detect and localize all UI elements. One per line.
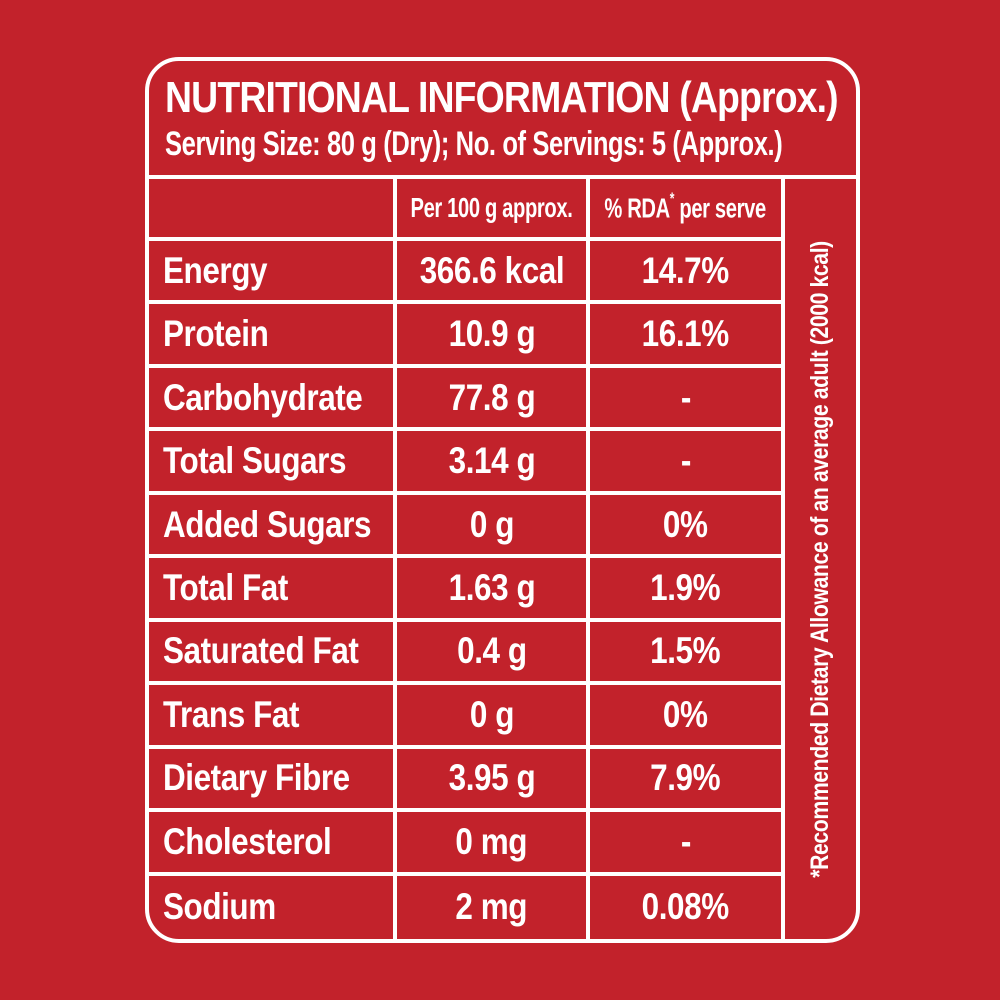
serving-info: Serving Size: 80 g (Dry); No. of Serving… — [165, 125, 856, 164]
table-row-carbohydrate-label: Carbohydrate — [149, 367, 397, 432]
table-row-carbohydrate-rda: - — [590, 367, 785, 432]
table-row-dietary-fibre-per100g: 3.95 g — [397, 748, 590, 813]
table-row-saturated-fat-label: Saturated Fat — [149, 621, 397, 686]
table-row-sodium-per100g: 2 mg — [397, 875, 590, 939]
serving-info-text: Serving Size: 80 g (Dry); No. of Serving… — [165, 124, 783, 163]
table-row-total-fat-per100g: 1.63 g — [397, 558, 590, 622]
table-row-protein-rda: 16.1% — [590, 304, 785, 368]
table-row-sodium-label: Sodium — [149, 875, 397, 939]
rda-footnote-vertical-text: *Recommended Dietary Allowance of an ave… — [806, 240, 834, 878]
table-row-protein-per100g: 10.9 g — [397, 304, 590, 368]
table-row-total-fat-label: Total Fat — [149, 558, 397, 622]
table-row-cholesterol-per100g: 0 mg — [397, 812, 590, 876]
table-row-total-sugars-rda: - — [590, 431, 785, 495]
table-row-cholesterol-rda: - — [590, 812, 785, 876]
table-row-added-sugars-rda: 0% — [590, 494, 785, 559]
table-row-trans-fat-rda: 0% — [590, 685, 785, 749]
table-row-protein-label: Protein — [149, 304, 397, 368]
table-row-trans-fat-per100g: 0 g — [397, 685, 590, 749]
column-header-nutrient-blank — [149, 179, 397, 241]
panel-title-text: NUTRITIONAL INFORMATION (Approx.) — [165, 72, 839, 122]
table-row-sodium-rda: 0.08% — [590, 875, 785, 939]
table-row-dietary-fibre-label: Dietary Fibre — [149, 748, 397, 813]
panel-header: NUTRITIONAL INFORMATION (Approx.) Servin… — [149, 61, 856, 179]
nutrition-table: Per 100 g approx. % RDA* per serve *Reco… — [149, 179, 856, 939]
table-row-total-sugars-per100g: 3.14 g — [397, 431, 590, 495]
table-row-added-sugars-per100g: 0 g — [397, 494, 590, 559]
table-row-carbohydrate-per100g: 77.8 g — [397, 367, 590, 432]
table-row-saturated-fat-rda: 1.5% — [590, 621, 785, 686]
rda-footnote-cell: *Recommended Dietary Allowance of an ave… — [785, 179, 856, 939]
column-header-per-100g: Per 100 g approx. — [397, 179, 590, 241]
table-row-added-sugars-label: Added Sugars — [149, 494, 397, 559]
table-row-cholesterol-label: Cholesterol — [149, 812, 397, 876]
table-row-total-fat-rda: 1.9% — [590, 558, 785, 622]
panel-title: NUTRITIONAL INFORMATION (Approx.) — [165, 73, 856, 123]
table-row-energy-label: Energy — [149, 241, 397, 305]
table-row-trans-fat-label: Trans Fat — [149, 685, 397, 749]
table-row-energy-per100g: 366.6 kcal — [397, 241, 590, 305]
column-header-rda: % RDA* per serve — [590, 179, 785, 241]
table-row-energy-rda: 14.7% — [590, 241, 785, 305]
nutrition-label-panel: NUTRITIONAL INFORMATION (Approx.) Servin… — [145, 57, 860, 943]
table-row-dietary-fibre-rda: 7.9% — [590, 748, 785, 813]
table-row-saturated-fat-per100g: 0.4 g — [397, 621, 590, 686]
table-row-total-sugars-label: Total Sugars — [149, 431, 397, 495]
rda-asterisk: * — [670, 189, 675, 209]
